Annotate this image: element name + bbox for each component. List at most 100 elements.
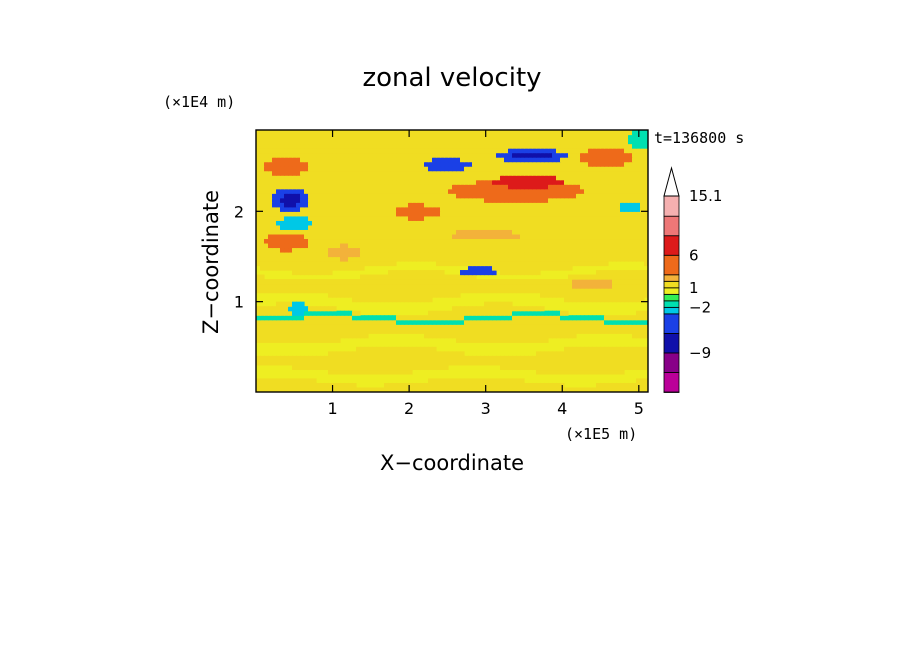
field-cell [344, 251, 349, 258]
field-cell [300, 337, 305, 343]
field-cell [408, 184, 413, 190]
field-cell [320, 360, 325, 366]
field-cell [364, 279, 369, 285]
field-cell [480, 238, 485, 244]
field-cell [472, 261, 477, 267]
field-cell [508, 134, 513, 140]
field-cell [296, 170, 301, 176]
field-cell [424, 297, 429, 303]
field-cell [480, 265, 485, 271]
field-cell [504, 139, 509, 145]
field-cell [584, 364, 589, 371]
field-cell [540, 247, 545, 253]
field-cell [336, 355, 341, 361]
field-cell [472, 148, 477, 154]
field-cell [584, 387, 589, 392]
field-cell [304, 143, 309, 149]
field-cell [524, 233, 529, 240]
field-cell [588, 346, 593, 352]
field-cell [352, 251, 357, 258]
field-cell [452, 310, 457, 316]
field-cell [328, 175, 333, 181]
field-cell [612, 288, 617, 294]
field-cell [632, 387, 637, 392]
field-cell [308, 337, 313, 343]
field-cell [484, 306, 489, 312]
field-cell [336, 166, 341, 172]
field-cell [420, 387, 425, 392]
field-cell [488, 188, 493, 194]
field-cell [304, 170, 309, 176]
field-cell [340, 387, 345, 392]
field-cell [552, 315, 557, 321]
field-cell [624, 382, 629, 389]
field-cell [624, 175, 629, 181]
field-cell [488, 387, 493, 392]
field-cell [300, 279, 305, 285]
field-cell [408, 148, 413, 154]
field-cell [584, 139, 589, 145]
field-cell [584, 292, 589, 298]
field-cell [364, 333, 369, 339]
field-cell [488, 306, 493, 312]
field-cell [396, 211, 401, 217]
field-cell [376, 161, 381, 167]
field-cell [428, 364, 433, 371]
field-cell [520, 197, 525, 203]
field-cell [556, 193, 561, 199]
field-cell [352, 206, 357, 212]
field-cell [364, 233, 369, 240]
field-cell [352, 351, 357, 357]
field-cell [340, 166, 345, 172]
field-cell [288, 139, 293, 145]
field-cell [528, 319, 533, 325]
field-cell [276, 288, 281, 294]
field-cell [320, 215, 325, 221]
field-cell [436, 256, 441, 262]
field-cell [368, 288, 373, 294]
field-cell [508, 360, 513, 366]
field-cell [640, 364, 645, 371]
field-cell [520, 143, 525, 149]
field-cell [408, 170, 413, 176]
field-cell [340, 328, 345, 334]
field-cell [352, 364, 357, 371]
field-cell [492, 197, 497, 203]
field-cell [624, 139, 629, 145]
field-cell [444, 238, 449, 244]
field-cell [408, 247, 413, 253]
field-cell [396, 270, 401, 276]
field-cell [536, 382, 541, 389]
field-cell [372, 143, 377, 149]
field-cell [548, 265, 553, 271]
field-cell [556, 351, 561, 357]
field-cell [416, 215, 421, 221]
field-cell [516, 211, 521, 217]
field-cell [584, 283, 589, 289]
field-cell [548, 382, 553, 389]
field-cell [480, 233, 485, 240]
field-cell [260, 360, 265, 366]
field-cell [544, 328, 549, 334]
field-cell [500, 324, 505, 330]
field-cell [412, 188, 417, 194]
field-cell [320, 261, 325, 267]
field-cell [504, 328, 509, 334]
field-cell [572, 215, 577, 221]
field-cell [400, 283, 405, 289]
field-cell [472, 139, 477, 145]
field-cell [632, 283, 637, 289]
field-cell [524, 315, 529, 321]
field-cell [284, 224, 289, 230]
field-cell [608, 188, 613, 194]
field-cell [264, 152, 269, 158]
field-cell [396, 238, 401, 244]
field-cell [256, 170, 261, 176]
field-cell [640, 333, 645, 339]
field-cell [360, 261, 365, 267]
field-cell [560, 229, 565, 235]
field-cell [424, 148, 429, 154]
field-cell [348, 188, 353, 194]
field-cell [548, 224, 553, 230]
field-cell [356, 346, 361, 352]
